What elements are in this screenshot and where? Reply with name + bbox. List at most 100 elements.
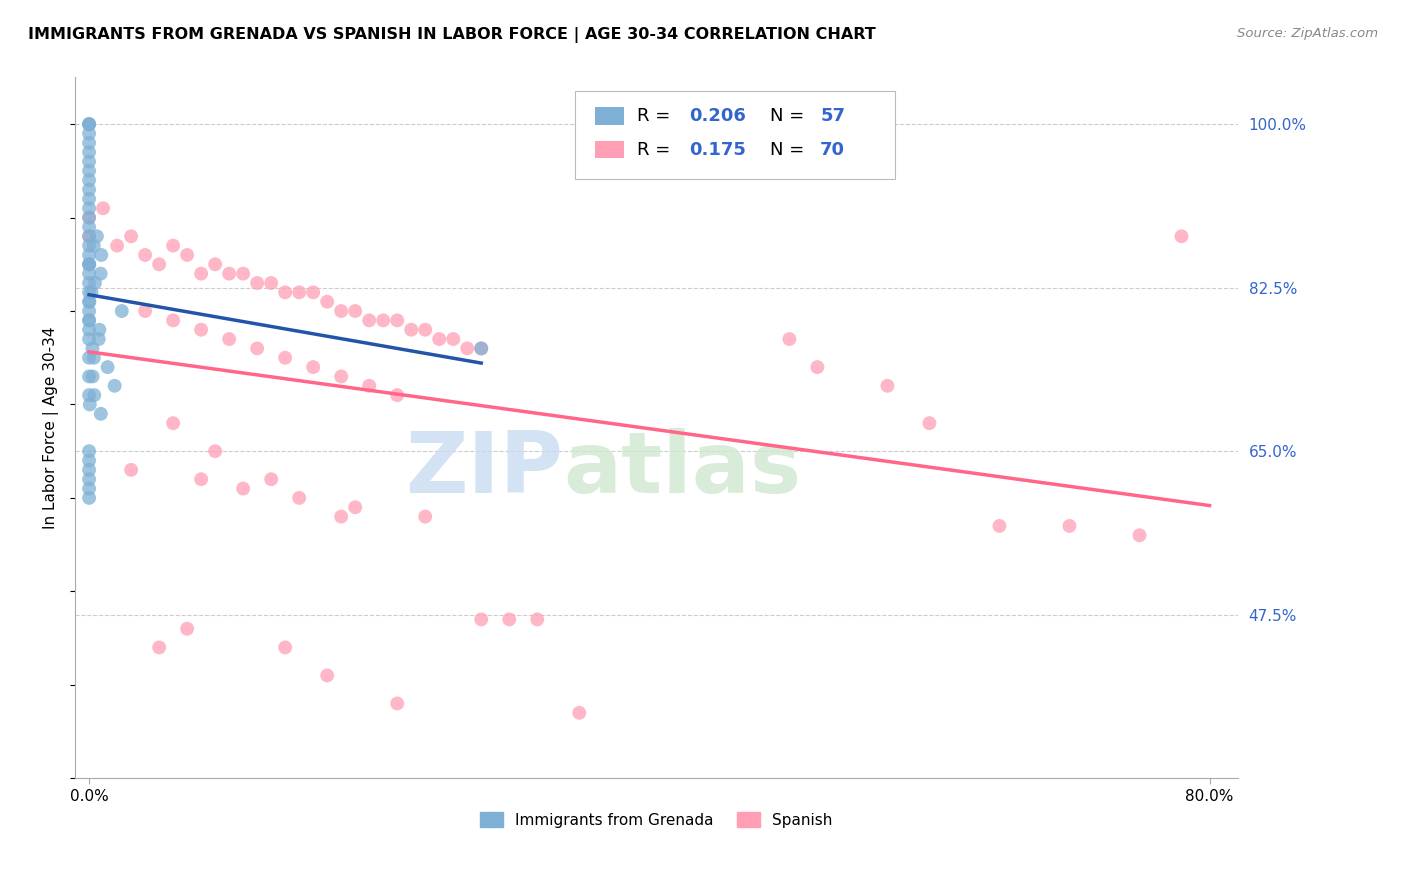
Point	[77, 369, 100, 384]
Point	[77, 201, 100, 215]
Point	[105, 238, 128, 252]
Legend: Immigrants from Grenada, Spanish: Immigrants from Grenada, Spanish	[474, 805, 838, 834]
Point	[89, 323, 111, 337]
Point	[82, 369, 104, 384]
Point	[373, 313, 395, 327]
Point	[876, 378, 898, 392]
FancyBboxPatch shape	[595, 141, 624, 159]
Text: R =: R =	[637, 141, 682, 159]
Y-axis label: In Labor Force | Age 30-34: In Labor Force | Age 30-34	[44, 326, 59, 529]
Point	[77, 192, 100, 206]
Point	[427, 332, 450, 346]
Point	[90, 248, 112, 262]
Text: IMMIGRANTS FROM GRENADA VS SPANISH IN LABOR FORCE | AGE 30-34 CORRELATION CHART: IMMIGRANTS FROM GRENADA VS SPANISH IN LA…	[28, 27, 876, 43]
Point	[218, 332, 240, 346]
Point	[190, 472, 212, 486]
Point	[162, 238, 184, 252]
Point	[77, 183, 100, 197]
Point	[77, 136, 100, 150]
Point	[77, 323, 100, 337]
Text: 57: 57	[820, 107, 845, 125]
Point	[77, 472, 100, 486]
Point	[77, 164, 100, 178]
Point	[778, 332, 800, 346]
Point	[260, 276, 283, 290]
Text: Source: ZipAtlas.com: Source: ZipAtlas.com	[1237, 27, 1378, 40]
Point	[246, 342, 269, 356]
Point	[77, 388, 100, 402]
Text: R =: R =	[637, 107, 675, 125]
Text: N =: N =	[770, 107, 810, 125]
Point	[77, 444, 100, 458]
Point	[162, 313, 184, 327]
Point	[77, 229, 100, 244]
Point	[87, 332, 110, 346]
Point	[86, 229, 108, 244]
Text: ZIP: ZIP	[405, 428, 564, 511]
Point	[77, 248, 100, 262]
Point	[79, 397, 101, 411]
Point	[77, 173, 100, 187]
Point	[77, 294, 100, 309]
Point	[120, 229, 142, 244]
Point	[79, 257, 101, 271]
Point	[134, 248, 156, 262]
Point	[274, 285, 297, 300]
Text: 0.175: 0.175	[689, 141, 745, 159]
Point	[204, 444, 226, 458]
Point	[91, 201, 114, 215]
Point	[413, 323, 436, 337]
Text: 0.206: 0.206	[689, 107, 745, 125]
Point	[413, 509, 436, 524]
Point	[806, 360, 828, 375]
Point	[77, 313, 100, 327]
Point	[77, 117, 100, 131]
Point	[330, 304, 353, 318]
Text: atlas: atlas	[564, 428, 801, 511]
Point	[1170, 229, 1192, 244]
Point	[97, 360, 120, 375]
Point	[190, 323, 212, 337]
FancyBboxPatch shape	[595, 107, 624, 125]
Point	[90, 407, 112, 421]
Point	[83, 388, 105, 402]
Point	[526, 612, 548, 626]
Point	[77, 304, 100, 318]
Point	[498, 612, 520, 626]
Point	[330, 369, 353, 384]
Point	[77, 257, 100, 271]
Point	[77, 285, 100, 300]
Point	[83, 238, 105, 252]
Point	[316, 668, 339, 682]
Point	[441, 332, 464, 346]
Point	[988, 519, 1011, 533]
Point	[80, 285, 103, 300]
Point	[77, 313, 100, 327]
Point	[77, 267, 100, 281]
Point	[288, 491, 311, 505]
Point	[274, 640, 297, 655]
Point	[330, 509, 353, 524]
Point	[77, 117, 100, 131]
Point	[77, 491, 100, 505]
Point	[77, 276, 100, 290]
Point	[274, 351, 297, 365]
Point	[288, 285, 311, 300]
Point	[344, 304, 367, 318]
Point	[77, 219, 100, 234]
Point	[77, 463, 100, 477]
Point	[82, 342, 104, 356]
Point	[90, 267, 112, 281]
Point	[79, 294, 101, 309]
Point	[120, 463, 142, 477]
Point	[387, 388, 409, 402]
Point	[359, 378, 381, 392]
Point	[134, 304, 156, 318]
Point	[1059, 519, 1081, 533]
Point	[568, 706, 591, 720]
Point	[316, 294, 339, 309]
Point	[77, 211, 100, 225]
Point	[77, 482, 100, 496]
Point	[77, 332, 100, 346]
Point	[77, 154, 100, 169]
